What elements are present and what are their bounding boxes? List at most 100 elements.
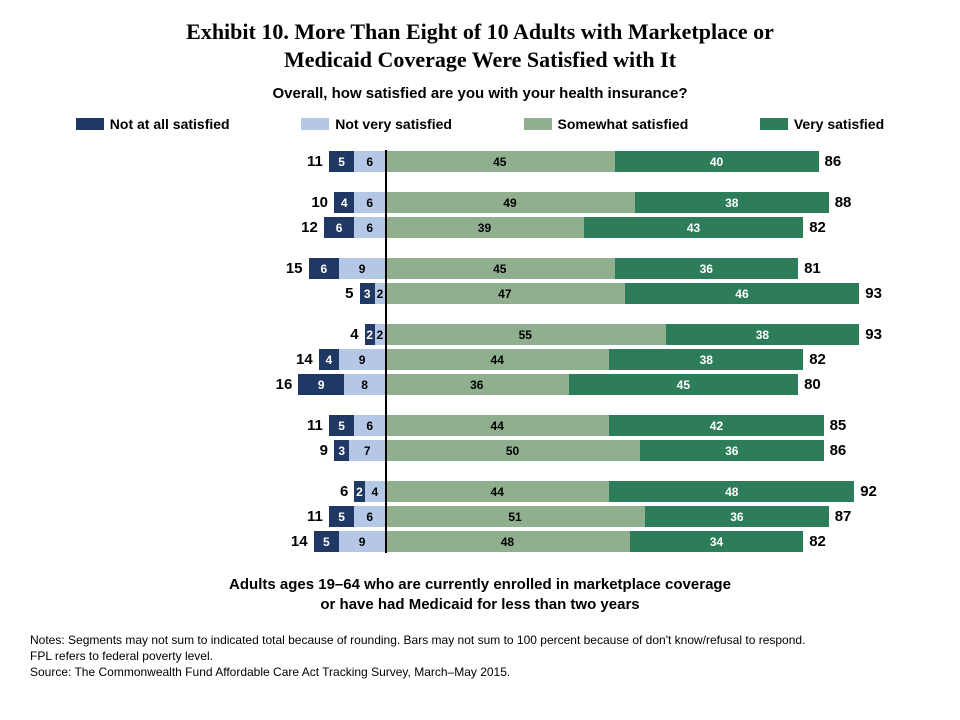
bar-positive: 4438 [385,349,803,370]
bar-negative: 94 [319,349,385,370]
seg-very: 46 [625,283,860,304]
neg-total: 4 [331,326,359,343]
bar-negative: 42 [354,481,385,502]
legend-item: Not very satisfied [301,116,452,132]
bar-row: Democrat426444892 [315,480,880,503]
seg-very: 38 [609,349,803,370]
bar-row: Below 250% FPL6511444285 [315,414,880,437]
seg-somewhat: 48 [385,531,630,552]
footer-line-2: or have had Medicaid for less than two y… [320,596,639,613]
bar-row: Previously insured6612394382 [315,216,880,239]
seg-not-at-all: 6 [324,217,355,238]
legend-swatch [760,118,788,130]
legend-swatch [524,118,552,130]
pos-total: 82 [809,351,839,368]
notes-line-1: Notes: Segments may not sum to indicated… [30,632,930,648]
footer-line-1: Adults ages 19–64 who are currently enro… [229,576,731,593]
bar-negative: 64 [334,192,385,213]
chart-notes: Notes: Segments may not sum to indicated… [30,632,930,681]
seg-not-very: 6 [354,151,385,172]
seg-not-at-all: 5 [329,506,355,527]
seg-somewhat: 44 [385,349,609,370]
pos-total: 86 [830,442,860,459]
title-line-1: Exhibit 10. More Than Eight of 10 Adults… [186,19,774,44]
seg-not-very: 7 [349,440,385,461]
legend-item: Not at all satisfied [76,116,230,132]
pos-total: 82 [809,533,839,550]
bar-positive: 4448 [385,481,854,502]
bar-positive: 5538 [385,324,859,345]
pos-total: 93 [865,326,895,343]
legend-swatch [76,118,104,130]
bar-positive: 4834 [385,531,803,552]
seg-somewhat: 36 [385,374,569,395]
bar-negative: 23 [360,283,386,304]
bar-row: Ages 50–648916364580 [315,373,880,396]
bar-positive: 3943 [385,217,803,238]
pos-total: 87 [835,508,865,525]
neg-total: 11 [295,508,323,525]
seg-very: 43 [584,217,803,238]
bar-negative: 89 [298,374,385,395]
seg-somewhat: 51 [385,506,645,527]
bar-positive: 4540 [385,151,819,172]
neg-total: 6 [320,483,348,500]
bar-row: Ages 19–34224553893 [315,323,880,346]
bar-negative: 65 [329,415,385,436]
neg-total: 14 [280,533,308,550]
legend-label: Very satisfied [794,116,884,132]
legend-label: Not very satisfied [335,116,452,132]
bar-row: Total6511454086 [315,150,880,173]
seg-somewhat: 50 [385,440,640,461]
seg-somewhat: 45 [385,151,615,172]
seg-not-very: 4 [365,481,385,502]
seg-not-at-all: 5 [329,415,355,436]
seg-very: 36 [615,258,799,279]
seg-not-at-all: 9 [298,374,344,395]
neg-total: 15 [275,260,303,277]
legend-label: Not at all satisfied [110,116,230,132]
seg-not-very: 6 [354,506,385,527]
seg-somewhat: 49 [385,192,635,213]
seg-very: 40 [615,151,819,172]
seg-not-very: 2 [375,324,385,345]
pos-total: 93 [865,285,895,302]
pos-total: 88 [835,194,865,211]
seg-not-at-all: 2 [354,481,364,502]
bar-negative: 66 [324,217,385,238]
bar-row: Enrolled in Medicaid235474693 [315,282,880,305]
seg-not-very: 9 [339,531,385,552]
bar-row: Ages 35–499414443882 [315,348,880,371]
bar-positive: 4938 [385,192,829,213]
seg-not-very: 6 [354,192,385,213]
bar-positive: 4442 [385,415,824,436]
seg-very: 34 [630,531,803,552]
seg-not-at-all: 4 [319,349,339,370]
legend-item: Somewhat satisfied [524,116,689,132]
pos-total: 92 [860,483,890,500]
legend: Not at all satisfied Not very satisfied So… [30,116,930,132]
seg-not-very: 6 [354,217,385,238]
pos-total: 82 [809,219,839,236]
seg-somewhat: 55 [385,324,666,345]
neg-total: 11 [295,417,323,434]
seg-not-very: 9 [339,258,385,279]
bar-row: Independent9514483482 [315,530,880,553]
seg-not-at-all: 2 [365,324,375,345]
bar-row: Republican6511513687 [315,505,880,528]
bar-row: 250% FPL or more739503686 [315,439,880,462]
legend-label: Somewhat satisfied [558,116,689,132]
seg-very: 36 [640,440,824,461]
notes-line-2: FPL refers to federal poverty level. [30,648,930,664]
bar-row: Enrolled in marketplace plan9615453681 [315,257,880,280]
neg-total: 10 [300,194,328,211]
bar-negative: 65 [329,151,385,172]
seg-not-very: 9 [339,349,385,370]
seg-not-very: 6 [354,415,385,436]
bar-positive: 4536 [385,258,798,279]
seg-not-very: 2 [375,283,385,304]
neg-total: 16 [264,376,292,393]
bar-negative: 22 [365,324,385,345]
pos-total: 80 [804,376,834,393]
seg-somewhat: 47 [385,283,625,304]
